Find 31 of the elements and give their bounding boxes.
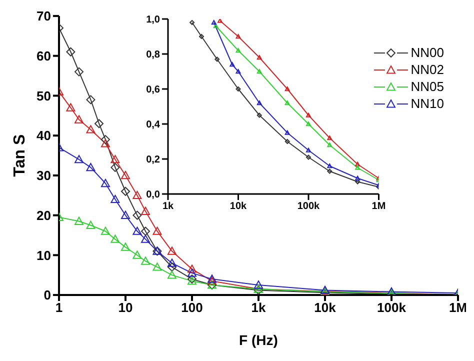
x-tick-label: 1M [372,201,386,212]
x-tick-label: 10k [314,300,337,316]
x-axis-title: F (Hz) [239,332,278,348]
x-tick-label: 1 [55,300,63,316]
x-tick-label: 10k [230,201,248,212]
y-tick-label: 0,8 [146,50,160,61]
y-tick-label: 1,0 [146,14,160,26]
y-tick-label: 0,4 [146,120,160,131]
y-tick-label: 70 [36,8,51,24]
y-axis-title: Tan S [12,134,29,177]
y-tick-label: 50 [36,88,51,104]
legend-label: NN02 [410,62,444,77]
y-tick-label: 0,0 [146,190,160,201]
y-tick-label: 20 [36,208,51,223]
y-tick-label: 30 [36,168,51,184]
x-tick-label: 1k [162,201,174,212]
y-tick-label: 10 [36,248,51,263]
y-tick-label: 0,6 [146,84,160,96]
y-tick-label: 0,2 [146,154,160,166]
x-tick-label: 1M [448,300,468,316]
legend-label: NN00 [410,45,444,60]
x-tick-label: 10 [118,300,133,316]
legend-label: NN05 [410,79,444,94]
y-tick-label: 60 [36,48,51,64]
x-tick-label: 100k [377,300,407,316]
x-tick-label: 100k [297,201,320,212]
legend-label: NN10 [410,96,444,111]
y-tick-label: 40 [36,128,51,144]
y-tick-label: 0 [44,288,51,303]
x-tick-label: 1k [251,300,266,316]
x-tick-label: 100 [181,300,203,316]
